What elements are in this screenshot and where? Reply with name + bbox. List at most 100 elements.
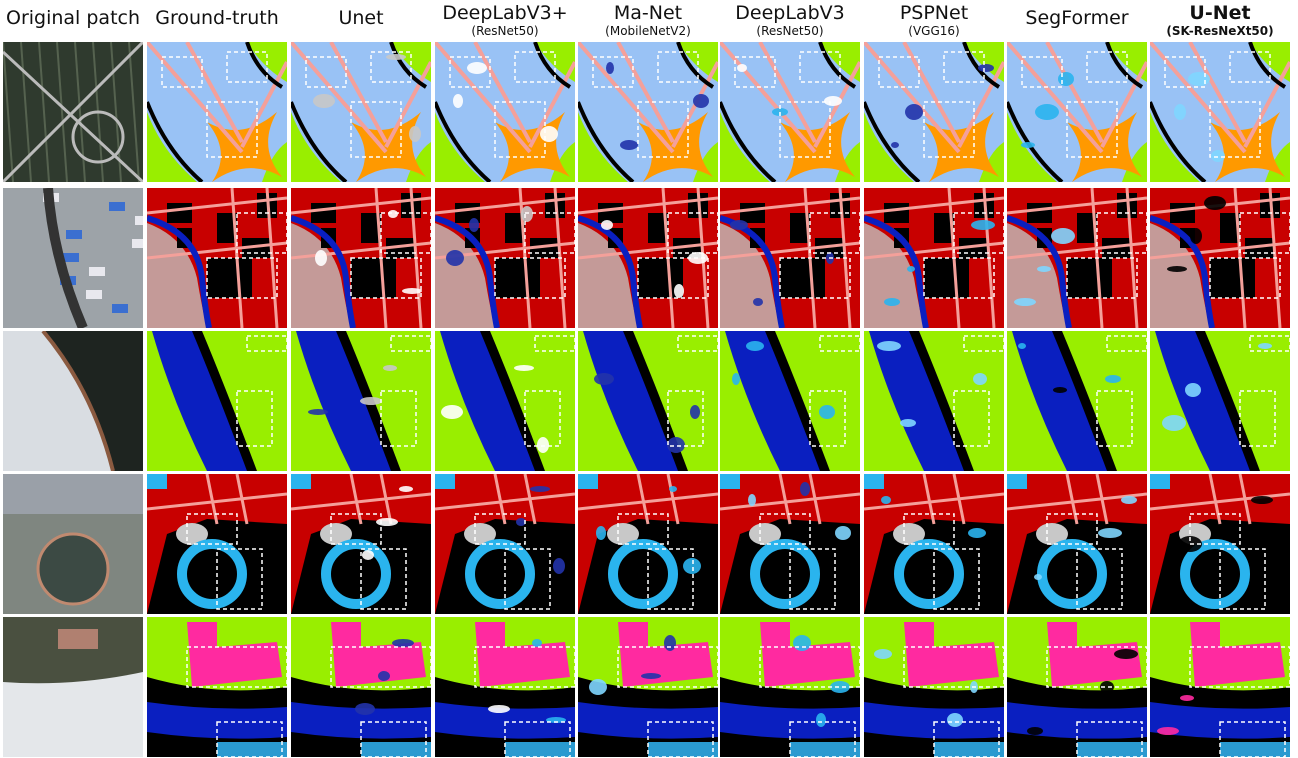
prediction-noise <box>891 142 899 148</box>
prediction-noise <box>1034 574 1042 580</box>
image-tile <box>864 474 1004 614</box>
prediction-noise <box>521 206 533 222</box>
prediction-noise <box>537 437 549 453</box>
prediction-noise <box>824 96 842 106</box>
prediction-noise <box>641 673 661 679</box>
column-subtitle: (ResNet50) <box>756 24 823 38</box>
prediction-noise <box>877 341 901 351</box>
block <box>207 258 252 298</box>
prediction-noise <box>596 526 606 540</box>
image-tile <box>578 188 718 328</box>
prediction-noise <box>308 409 328 415</box>
water2 <box>505 742 575 757</box>
water2 <box>1077 742 1147 757</box>
ring <box>755 544 815 604</box>
image-tile <box>147 474 287 614</box>
water2 <box>361 742 431 757</box>
prediction-noise <box>606 62 614 74</box>
image-tile <box>720 617 860 757</box>
block <box>598 203 623 223</box>
roof <box>132 239 148 248</box>
prediction-noise <box>1204 196 1226 210</box>
prediction-noise <box>748 494 756 506</box>
prediction-noise <box>816 713 826 727</box>
image-tile <box>1007 617 1147 757</box>
prediction-noise <box>954 560 962 572</box>
prediction-noise <box>1105 375 1121 383</box>
prediction-noise <box>1051 228 1075 244</box>
column-title: U-Net <box>1189 2 1250 24</box>
prediction-noise <box>594 373 614 385</box>
prediction-noise <box>664 635 676 651</box>
ring <box>470 544 530 604</box>
blockA <box>720 474 740 489</box>
prediction-noise <box>383 365 397 371</box>
image-tile <box>578 617 718 757</box>
ring <box>899 544 959 604</box>
image-tile <box>291 474 431 614</box>
ring <box>326 544 386 604</box>
prediction-noise <box>1021 142 1035 148</box>
prediction-noise <box>1167 266 1187 272</box>
roof <box>112 304 128 313</box>
prediction-noise <box>835 526 851 540</box>
column-title: Unet <box>338 7 383 29</box>
water2 <box>648 742 718 757</box>
blockA <box>1007 474 1027 489</box>
land <box>3 617 143 683</box>
ring <box>182 544 242 604</box>
prediction-noise <box>378 671 390 681</box>
image-tile <box>578 331 718 471</box>
water2 <box>790 742 860 757</box>
image-tile <box>720 188 860 328</box>
prediction-noise <box>409 126 421 142</box>
water2 <box>1220 742 1290 757</box>
ring <box>613 544 673 604</box>
prediction-noise <box>669 486 677 492</box>
blockA <box>864 474 884 489</box>
prediction-noise <box>441 405 463 419</box>
prediction-noise <box>690 405 700 419</box>
image-tile <box>435 474 575 614</box>
column-title: DeepLabV3 <box>735 2 844 24</box>
prediction-noise <box>1251 496 1273 504</box>
prediction-noise <box>453 94 463 108</box>
prediction-noise <box>683 558 701 574</box>
blockA <box>291 474 311 489</box>
prediction-noise <box>1053 387 1067 393</box>
block <box>924 258 969 298</box>
prediction-noise <box>1188 72 1210 86</box>
block <box>884 203 909 223</box>
prediction-noise <box>884 298 900 306</box>
image-tile <box>3 617 143 757</box>
blockA <box>435 474 455 489</box>
prediction-noise <box>313 94 335 108</box>
water2 <box>934 742 1004 757</box>
image-tile <box>1150 617 1290 757</box>
prediction-noise <box>968 528 986 538</box>
prediction-noise <box>1014 298 1036 306</box>
image-tile <box>291 331 431 471</box>
block <box>1027 203 1052 223</box>
prediction-noise <box>601 220 613 230</box>
figure: Original patchGround-truthUnetDeepLabV3+… <box>0 0 1298 758</box>
image-tile <box>1150 42 1290 182</box>
image-tile <box>720 331 860 471</box>
image-tile <box>435 331 575 471</box>
prediction-noise <box>819 405 835 419</box>
column-title: PSPNet <box>900 2 968 24</box>
roof <box>66 230 82 239</box>
image-tile <box>435 42 575 182</box>
prediction-noise <box>388 210 398 218</box>
image-tile <box>291 617 431 757</box>
prediction-noise <box>667 437 685 453</box>
prediction-noise <box>1058 72 1074 86</box>
block <box>780 258 825 298</box>
prediction-noise <box>469 218 479 232</box>
prediction-noise <box>553 558 565 574</box>
image-tile <box>147 42 287 182</box>
image-tile <box>147 188 287 328</box>
image-tile <box>1150 474 1290 614</box>
prediction-noise <box>881 496 891 504</box>
column-title: DeepLabV3+ <box>442 2 567 24</box>
